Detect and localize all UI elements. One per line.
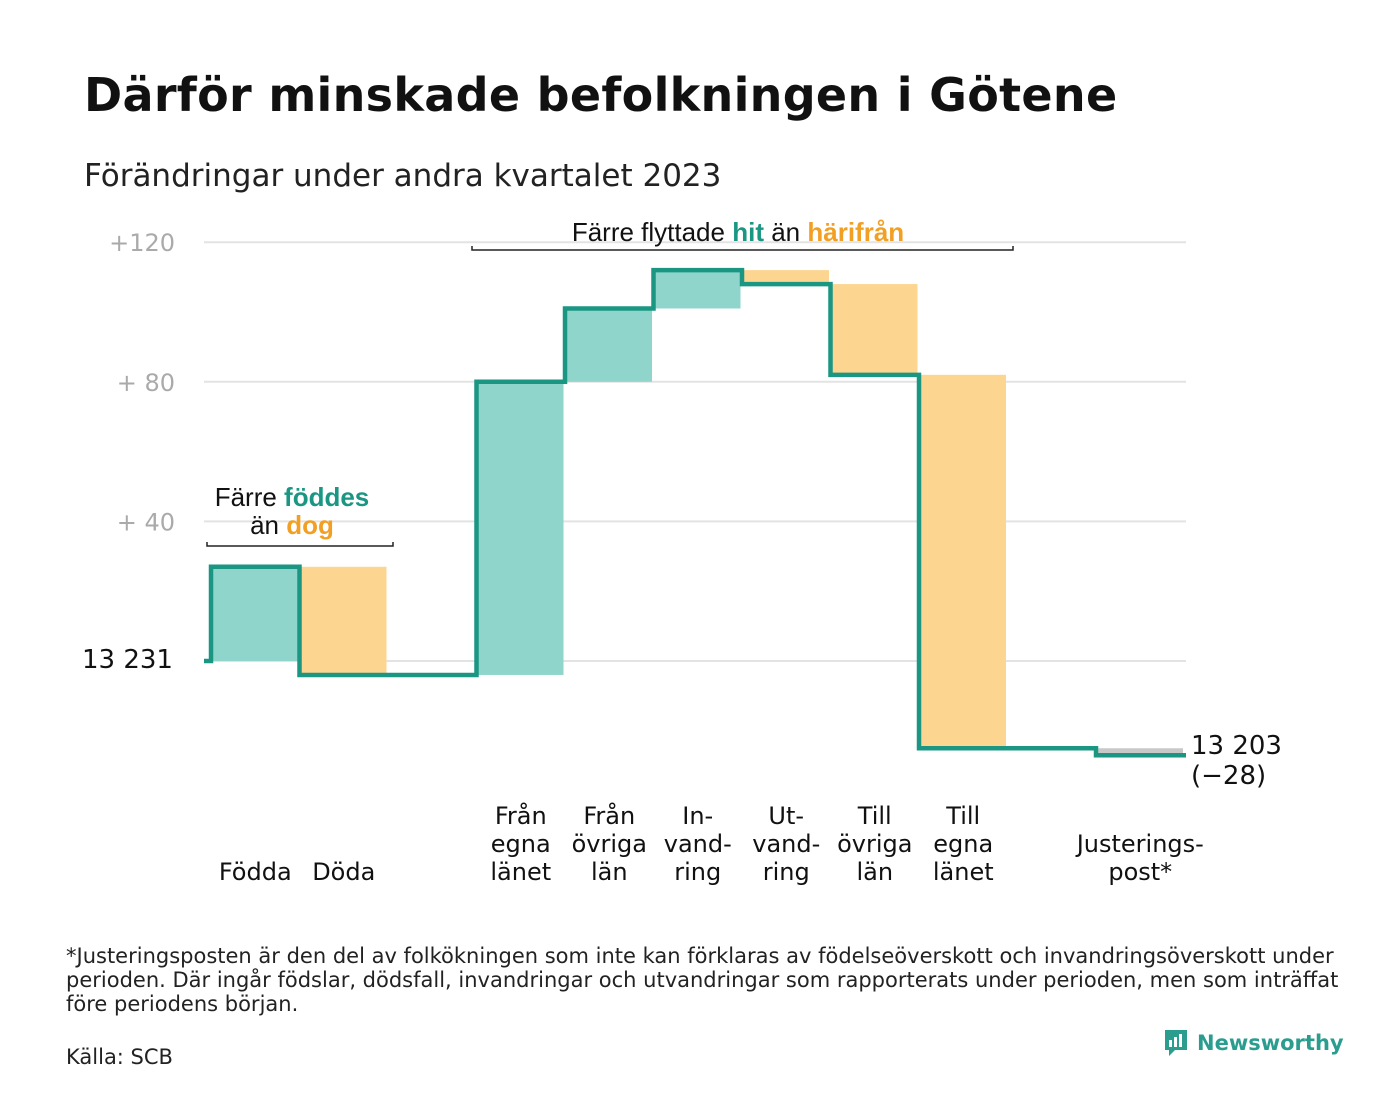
- category-label: Från: [583, 801, 635, 830]
- y-tick-label: +120: [109, 229, 175, 257]
- waterfall-bar: [299, 566, 387, 675]
- brand-name: Newsworthy: [1197, 1031, 1344, 1055]
- annotation-segment: Färre flyttade: [572, 217, 732, 247]
- category-label: ring: [674, 858, 721, 886]
- chart-subtitle: Förändringar under andra kvartalet 2023: [84, 158, 722, 194]
- category-label: Födda: [219, 858, 292, 886]
- annotation-bracket: [471, 246, 1014, 251]
- waterfall-bar: [653, 270, 741, 309]
- annotation-text: än dog: [250, 510, 334, 540]
- category-label: egna: [933, 830, 993, 858]
- annotation-segment: dog: [286, 510, 334, 540]
- y-tick-label: + 80: [117, 369, 175, 397]
- annotation-segment: hit: [732, 217, 764, 247]
- end-value-label: 13 203: [1191, 731, 1282, 761]
- annotation-text: Färre flyttade hit än härifrån: [572, 217, 904, 247]
- waterfall-bar: [919, 374, 1006, 749]
- waterfall-bar: [476, 381, 564, 675]
- category-label: In-: [682, 802, 713, 830]
- annotation-segment: föddes: [284, 482, 369, 512]
- category-label: egna: [491, 830, 551, 858]
- category-label: län: [856, 858, 893, 886]
- start-value-label: 13 231: [82, 645, 173, 675]
- category-label: Till: [945, 802, 980, 830]
- annotation-bracket: [206, 542, 394, 547]
- annotation-segment: härifrån: [807, 217, 904, 247]
- annotation-segment: Färre: [215, 482, 284, 512]
- source-label: Källa: SCB: [66, 1045, 173, 1069]
- newsworthy-logo-icon: [1165, 1030, 1187, 1056]
- category-label: post*: [1108, 858, 1172, 886]
- category-label: ring: [763, 858, 810, 886]
- annotation-segment: än: [764, 217, 807, 247]
- annotation-segment: än: [250, 510, 286, 540]
- category-label: Från: [495, 801, 547, 830]
- category-label: övriga: [837, 830, 912, 858]
- waterfall-bar: [830, 284, 918, 375]
- category-label: länet: [933, 858, 994, 886]
- footnote: *Justeringsposten är den del av folkökni…: [66, 944, 1339, 1016]
- newsworthy-logo: Newsworthy: [1163, 1028, 1344, 1058]
- category-label: vand-: [664, 830, 732, 858]
- end-change-label: (−28): [1191, 761, 1266, 791]
- category-label: Döda: [312, 858, 375, 886]
- waterfall-bar: [565, 308, 652, 382]
- category-label: länet: [490, 858, 551, 886]
- y-tick-label: + 40: [117, 508, 175, 536]
- category-label: Justerings-: [1075, 830, 1204, 858]
- category-label: vand-: [752, 830, 820, 858]
- cumulative-line: [204, 267, 1186, 758]
- category-label: Till: [857, 802, 892, 830]
- chart-title: Därför minskade befolkningen i Götene: [84, 68, 1118, 122]
- waterfall-bar: [211, 566, 298, 661]
- category-label: Ut-: [768, 802, 804, 830]
- annotation-text: Färre föddes: [215, 482, 370, 512]
- waterfall-bar: [742, 270, 829, 285]
- category-label: övriga: [572, 830, 647, 858]
- waterfall-bar: [1096, 748, 1183, 756]
- category-label: län: [591, 858, 628, 886]
